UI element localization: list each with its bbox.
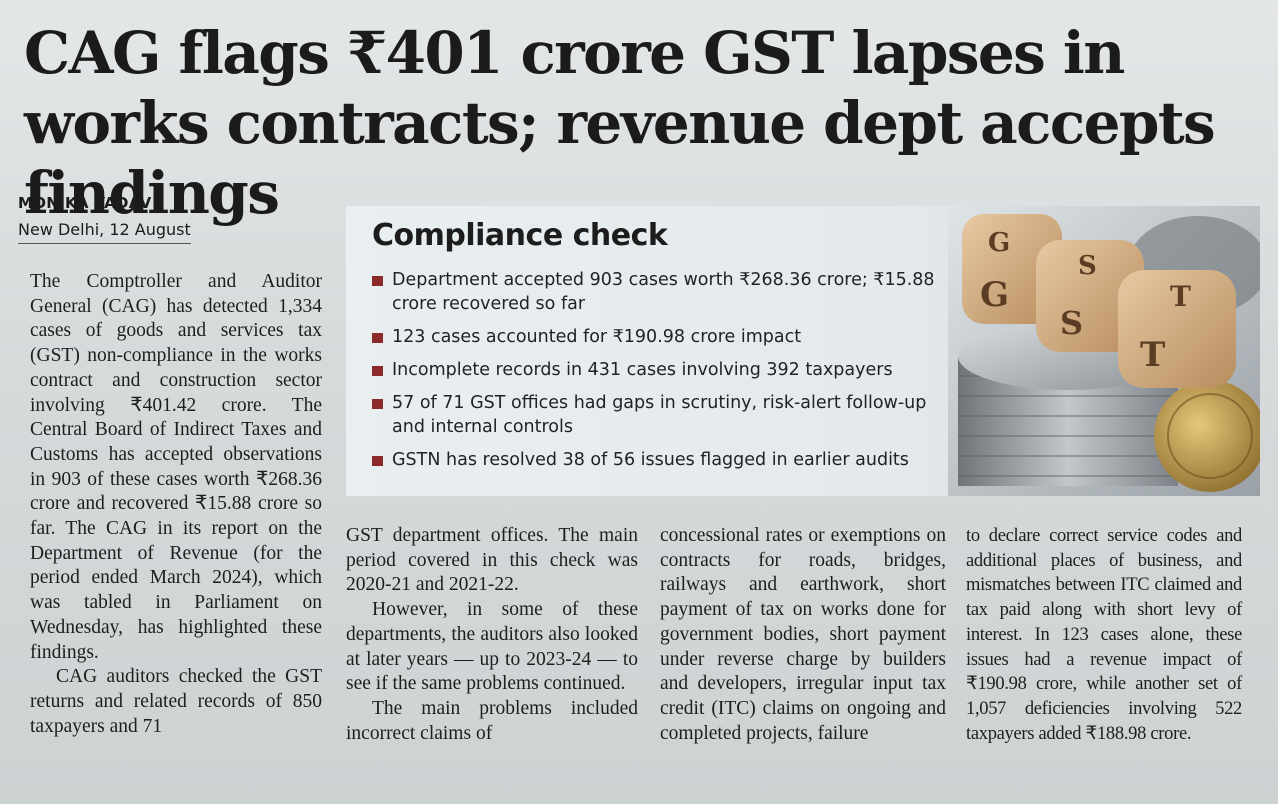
paragraph: The Comptroller and Auditor General (CAG…: [30, 271, 322, 663]
factbox-item: Department accepted 903 cases worth ₹268…: [372, 268, 952, 316]
factbox-item: 57 of 71 GST offices had gaps in scrutin…: [372, 391, 952, 439]
factbox-item-text: Incomplete records in 431 cases involvin…: [392, 360, 893, 380]
paragraph: The main problems included incorrect cla…: [346, 697, 638, 744]
bullet-square-icon: [372, 399, 383, 409]
factbox-title: Compliance check: [372, 218, 668, 253]
bullet-square-icon: [372, 333, 383, 343]
article-column-4: to declare correct service codes and add…: [966, 524, 1242, 746]
paragraph: However, in some of these departments, t…: [346, 599, 638, 695]
bullet-square-icon: [372, 456, 383, 466]
paragraph: CAG auditors checked the GST returns and…: [30, 666, 322, 737]
bullet-square-icon: [372, 276, 383, 286]
factbox-item: GSTN has resolved 38 of 56 issues flagge…: [372, 448, 952, 472]
factbox-item: Incomplete records in 431 cases involvin…: [372, 358, 952, 382]
article-column-2: GST department offices. The main period …: [346, 524, 638, 746]
gst-dice-and-coins-illustration: G G S S T T: [948, 206, 1260, 496]
factbox-item-text: 57 of 71 GST offices had gaps in scrutin…: [392, 393, 927, 437]
factbox-item-text: GSTN has resolved 38 of 56 issues flagge…: [392, 450, 909, 470]
die-letter: T: [1140, 335, 1165, 375]
paragraph: GST department offices. The main period …: [346, 525, 638, 596]
factbox-item: 123 cases accounted for ₹190.98 crore im…: [372, 325, 952, 349]
byline-author: MONIKA YADAV: [18, 194, 152, 212]
die-letter: G: [980, 275, 1009, 315]
die-letter: S: [1078, 251, 1097, 281]
article-column-1: The Comptroller and Auditor General (CAG…: [30, 270, 322, 739]
paragraph: to declare correct service codes and add…: [966, 526, 1242, 744]
gst-illustration-svg: G G S S T T: [948, 206, 1260, 496]
die-letter: T: [1170, 280, 1191, 313]
factbox-item-text: Department accepted 903 cases worth ₹268…: [392, 270, 935, 314]
byline-dateline: New Delhi, 12 August: [18, 220, 191, 244]
die-letter: S: [1060, 304, 1083, 342]
die-letter: G: [988, 228, 1010, 258]
bullet-square-icon: [372, 366, 383, 376]
paragraph: concessional rates or exemptions on cont…: [660, 525, 946, 744]
factbox-item-text: 123 cases accounted for ₹190.98 crore im…: [392, 327, 802, 347]
headline: CAG flags ₹401 crore GST lapses in works…: [24, 19, 1216, 227]
factbox-list: Department accepted 903 cases worth ₹268…: [372, 268, 952, 481]
article-column-3: concessional rates or exemptions on cont…: [660, 524, 946, 746]
